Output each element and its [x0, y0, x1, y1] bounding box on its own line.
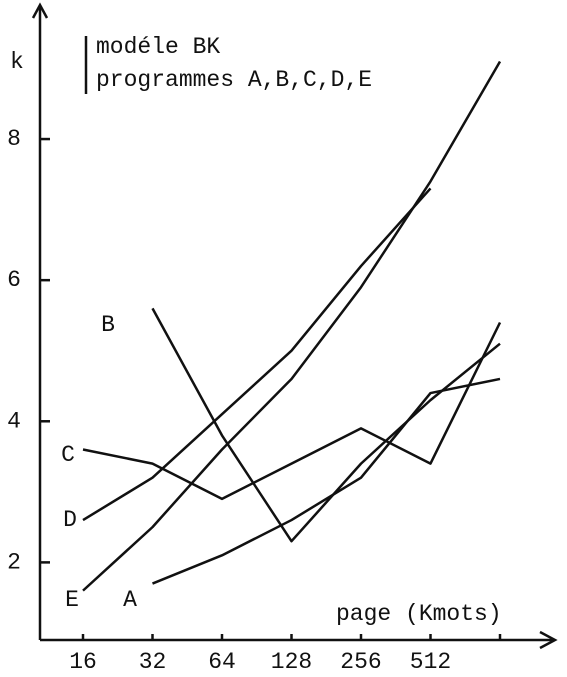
x-tick-label: 512	[410, 649, 451, 675]
y-tick-label: 6	[7, 267, 21, 293]
x-tick-label: 64	[208, 649, 236, 675]
y-axis-label: k	[10, 49, 24, 75]
series-line	[82, 60, 502, 592]
y-tick-label: 2	[7, 549, 21, 575]
x-tick-label: 256	[340, 649, 381, 675]
y-tick-label: 8	[7, 126, 21, 152]
x-arrow	[539, 630, 558, 650]
legend-line: modéle BK	[96, 34, 220, 60]
legend-line: programmes A,B,C,D,E	[96, 67, 372, 93]
x-tick-label: 32	[139, 649, 167, 675]
y-tick-label: 4	[7, 408, 21, 434]
series-label: C	[61, 442, 75, 468]
series-label: E	[65, 587, 79, 613]
series-line	[152, 377, 501, 585]
series-label: A	[123, 587, 137, 613]
series-line	[82, 321, 502, 501]
x-tick-label: 128	[271, 649, 312, 675]
y-arrow	[31, 2, 49, 19]
x-tick-label: 16	[69, 649, 97, 675]
series-label: B	[101, 312, 115, 338]
x-axis-label: page (Kmots)	[336, 601, 502, 627]
series-line	[151, 307, 501, 543]
series-label: D	[63, 507, 77, 533]
series-line	[82, 187, 432, 522]
